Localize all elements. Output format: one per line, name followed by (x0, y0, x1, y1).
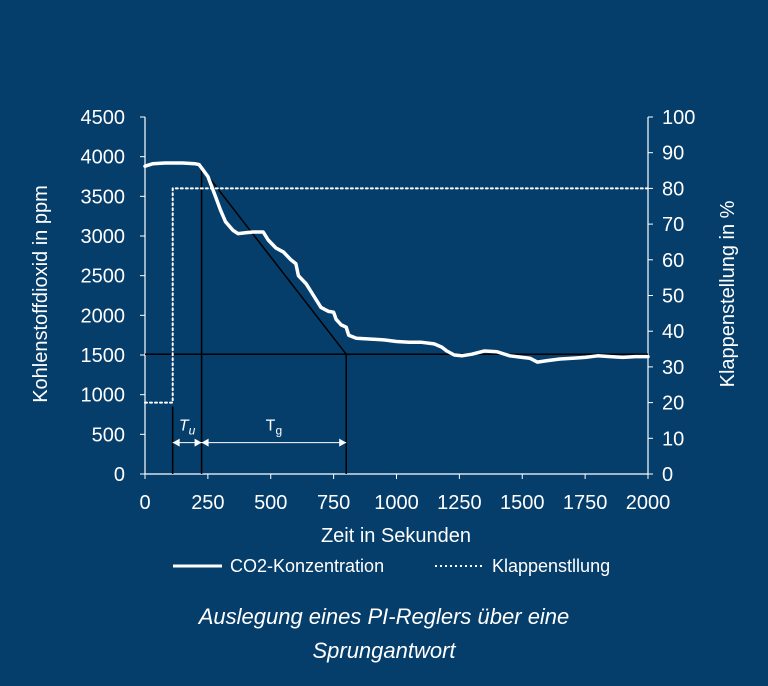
annotations: Tu Tg (145, 164, 648, 474)
x-tick-label: 2000 (626, 492, 671, 514)
tu-arrow-head-left (172, 438, 180, 447)
series-co2-line (143, 161, 650, 364)
y-tick-label: 500 (92, 424, 125, 446)
y-tick-label: 0 (114, 464, 125, 486)
x-tick-label: 250 (191, 492, 224, 514)
y2-tick-label: 20 (662, 393, 684, 415)
x-tick-label: 500 (254, 492, 287, 514)
x-tick-label: 750 (317, 492, 350, 514)
y-tick-label: 3500 (81, 186, 126, 208)
tu-label-subscript: u (189, 424, 196, 438)
tangent-line (198, 164, 347, 355)
y-tick-label: 3000 (81, 226, 126, 248)
legend-label-co2: CO2-Konzentration (230, 556, 384, 576)
x-tick-label: 1500 (500, 492, 545, 514)
x-tick-label: 1750 (563, 492, 608, 514)
y-tick-label: 2000 (81, 305, 126, 327)
legend-label-klappe: Klappenstllung (492, 556, 610, 576)
tu-label: Tu (179, 418, 196, 438)
y2-tick-label: 100 (662, 107, 695, 129)
tg-arrow-head-left (201, 438, 209, 447)
y2-tick-label: 60 (662, 250, 684, 272)
y2-axis-label: Klappenstellung in % (717, 200, 739, 387)
y2-tick-label: 90 (662, 143, 684, 165)
x-tick-label: 1000 (374, 492, 419, 514)
y2-tick-label: 50 (662, 286, 684, 308)
series-group (143, 161, 650, 404)
y2-tick-label: 70 (662, 214, 684, 236)
y-tick-label: 1500 (81, 345, 126, 367)
legend: CO2-Konzentration Klappenstllung (173, 556, 610, 576)
y-tick-label: 2500 (81, 266, 126, 288)
tu-arrow-head-right (194, 438, 202, 447)
y-tick-label: 4000 (81, 147, 126, 169)
x-tick-label: 0 (139, 492, 150, 514)
axes: 0 250 500 750 1000 1250 1500 1750 20000500100015… (81, 107, 696, 514)
caption-line-1: Auslegung eines PI-Reglers über eine (198, 604, 570, 629)
x-tick-label: 1250 (437, 492, 482, 514)
y2-tick-label: 30 (662, 357, 684, 379)
chart-svg: 0 250 500 750 1000 1250 1500 1750 20000500100015… (30, 107, 739, 576)
x-axis-label: Zeit in Sekunden (321, 525, 471, 547)
tg-label-subscript: g (275, 424, 282, 438)
series-klappenstellung-line (144, 187, 649, 404)
y-tick-label: 1000 (81, 385, 126, 407)
y-axis-label: Kohlenstoffdioxid in ppm (30, 185, 52, 403)
y2-tick-label: 80 (662, 178, 684, 200)
tg-arrow-head-right (339, 438, 347, 447)
tg-label: Tg (266, 418, 282, 438)
y2-tick-label: 10 (662, 428, 684, 450)
caption-line-2: Sprungantwort (312, 638, 456, 663)
y2-tick-label: 0 (662, 464, 673, 486)
y-tick-label: 4500 (81, 107, 126, 129)
y2-tick-label: 40 (662, 321, 684, 343)
